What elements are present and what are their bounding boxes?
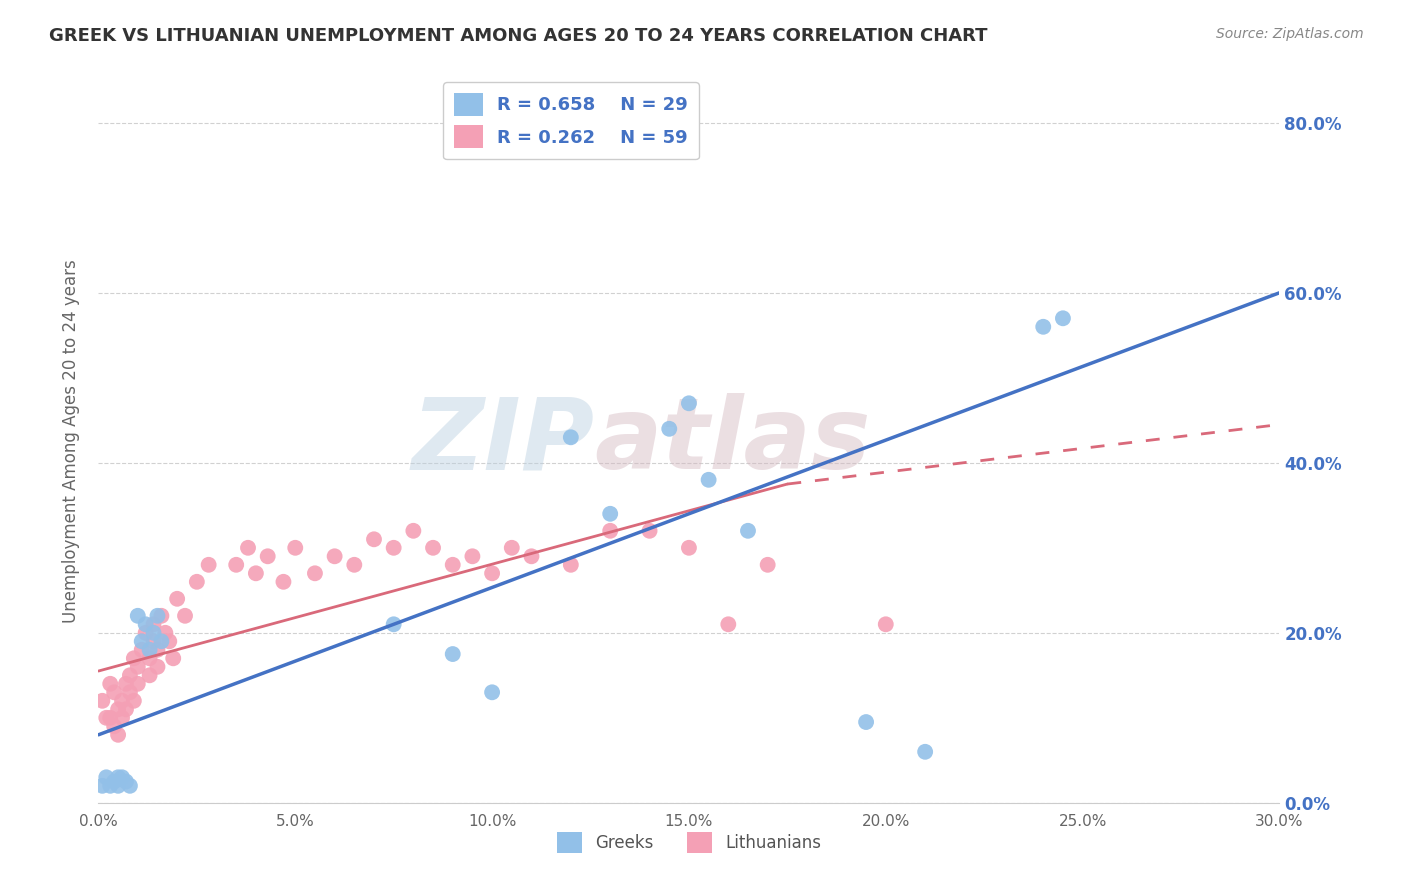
Text: Source: ZipAtlas.com: Source: ZipAtlas.com [1216, 27, 1364, 41]
Point [363, 533, 385, 547]
Point [225, 558, 247, 572]
Point [422, 541, 444, 555]
Point [697, 473, 720, 487]
Point [127, 677, 149, 691]
Point [107, 779, 129, 793]
Point [142, 625, 165, 640]
Point [245, 566, 267, 581]
Point [174, 608, 197, 623]
Point [91, 779, 114, 793]
Point [127, 660, 149, 674]
Point [115, 677, 138, 691]
Point [166, 591, 188, 606]
Point [146, 608, 169, 623]
Point [1052, 311, 1074, 326]
Point [96, 711, 118, 725]
Legend: Greeks, Lithuanians: Greeks, Lithuanians [550, 826, 828, 860]
Point [107, 728, 129, 742]
Point [138, 642, 160, 657]
Point [560, 558, 582, 572]
Point [146, 642, 169, 657]
Point [186, 574, 208, 589]
Point [678, 396, 700, 410]
Text: ZIP: ZIP [412, 393, 595, 490]
Point [343, 558, 366, 572]
Point [131, 642, 153, 657]
Point [107, 702, 129, 716]
Point [111, 694, 134, 708]
Point [150, 608, 173, 623]
Point [98, 779, 121, 793]
Point [382, 541, 405, 555]
Point [118, 779, 141, 793]
Point [142, 617, 165, 632]
Point [560, 430, 582, 444]
Point [135, 625, 157, 640]
Point [1032, 319, 1054, 334]
Point [103, 685, 125, 699]
Point [599, 524, 621, 538]
Point [717, 617, 740, 632]
Y-axis label: Unemployment Among Ages 20 to 24 years: Unemployment Among Ages 20 to 24 years [62, 260, 80, 624]
Point [127, 608, 149, 623]
Point [98, 677, 121, 691]
Point [111, 711, 134, 725]
Point [142, 634, 165, 648]
Point [638, 524, 661, 538]
Point [122, 651, 145, 665]
Point [103, 719, 125, 733]
Point [157, 634, 180, 648]
Point [737, 524, 759, 538]
Point [756, 558, 779, 572]
Point [96, 770, 118, 784]
Point [103, 774, 125, 789]
Point [118, 668, 141, 682]
Point [197, 558, 219, 572]
Point [658, 422, 681, 436]
Point [150, 634, 173, 648]
Point [111, 770, 134, 784]
Point [382, 617, 405, 632]
Point [304, 566, 326, 581]
Point [115, 702, 138, 716]
Point [520, 549, 543, 564]
Point [91, 694, 114, 708]
Point [441, 647, 464, 661]
Text: GREEK VS LITHUANIAN UNEMPLOYMENT AMONG AGES 20 TO 24 YEARS CORRELATION CHART: GREEK VS LITHUANIAN UNEMPLOYMENT AMONG A… [49, 27, 987, 45]
Point [461, 549, 484, 564]
Point [138, 651, 160, 665]
Point [402, 524, 425, 538]
Point [115, 774, 138, 789]
Point [273, 574, 295, 589]
Point [155, 625, 177, 640]
Point [138, 668, 160, 682]
Point [678, 541, 700, 555]
Point [323, 549, 346, 564]
Point [284, 541, 307, 555]
Text: atlas: atlas [595, 393, 870, 490]
Point [441, 558, 464, 572]
Point [256, 549, 278, 564]
Point [599, 507, 621, 521]
Point [146, 660, 169, 674]
Point [481, 566, 503, 581]
Point [501, 541, 523, 555]
Point [236, 541, 259, 555]
Point [122, 694, 145, 708]
Point [131, 634, 153, 648]
Point [135, 617, 157, 632]
Point [875, 617, 897, 632]
Point [855, 714, 877, 729]
Point [162, 651, 184, 665]
Point [98, 711, 121, 725]
Point [481, 685, 503, 699]
Point [118, 685, 141, 699]
Point [107, 770, 129, 784]
Point [914, 745, 936, 759]
